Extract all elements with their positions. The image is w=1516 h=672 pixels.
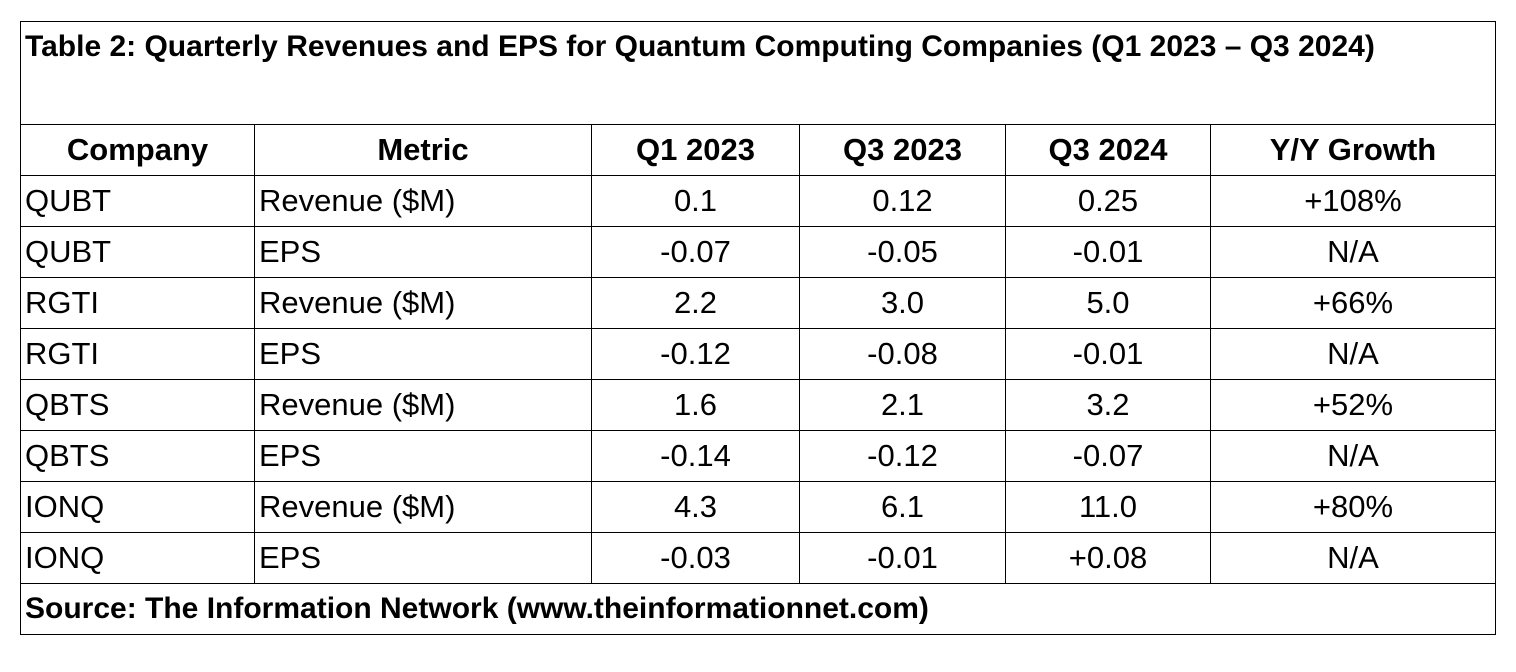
q3-2023-cell: -0.01 (799, 532, 1006, 584)
table-row: RGTI EPS -0.12 -0.08 -0.01 N/A (20, 328, 1496, 380)
metric-cell: Revenue ($M) (254, 175, 592, 227)
yy-growth-cell: N/A (1210, 430, 1496, 482)
q3-2024-cell: -0.01 (1005, 226, 1211, 278)
q3-2023-cell: -0.05 (799, 226, 1006, 278)
q1-2023-cell: 1.6 (591, 379, 800, 431)
q1-2023-cell: -0.12 (591, 328, 800, 380)
company-cell: QBTS (20, 379, 255, 431)
metric-cell: EPS (254, 328, 592, 380)
column-header-metric: Metric (254, 124, 592, 176)
metric-cell: Revenue ($M) (254, 277, 592, 329)
yy-growth-cell: +66% (1210, 277, 1496, 329)
yy-growth-cell: +52% (1210, 379, 1496, 431)
yy-growth-cell: N/A (1210, 226, 1496, 278)
q1-2023-cell: -0.03 (591, 532, 800, 584)
table-row: IONQ EPS -0.03 -0.01 +0.08 N/A (20, 532, 1496, 584)
q3-2024-cell: 0.25 (1005, 175, 1211, 227)
company-cell: RGTI (20, 277, 255, 329)
q3-2023-cell: 3.0 (799, 277, 1006, 329)
company-cell: QBTS (20, 430, 255, 482)
yy-growth-cell: N/A (1210, 532, 1496, 584)
company-cell: IONQ (20, 532, 255, 584)
yy-growth-cell: +108% (1210, 175, 1496, 227)
q1-2023-cell: 0.1 (591, 175, 800, 227)
q3-2023-cell: 2.1 (799, 379, 1006, 431)
q3-2024-cell: -0.07 (1005, 430, 1211, 482)
data-table: Table 2: Quarterly Revenues and EPS for … (20, 21, 1496, 635)
metric-cell: Revenue ($M) (254, 481, 592, 533)
table-row: RGTI Revenue ($M) 2.2 3.0 5.0 +66% (20, 277, 1496, 329)
column-header-q3-2024: Q3 2024 (1005, 124, 1211, 176)
q3-2023-cell: -0.12 (799, 430, 1006, 482)
column-header-q1-2023: Q1 2023 (591, 124, 800, 176)
q3-2024-cell: 11.0 (1005, 481, 1211, 533)
q3-2024-cell: -0.01 (1005, 328, 1211, 380)
caption-row: Table 2: Quarterly Revenues and EPS for … (20, 21, 1496, 125)
column-header-q3-2023: Q3 2023 (799, 124, 1006, 176)
table-caption: Table 2: Quarterly Revenues and EPS for … (20, 21, 1496, 125)
metric-cell: EPS (254, 430, 592, 482)
q1-2023-cell: -0.14 (591, 430, 800, 482)
q3-2024-cell: +0.08 (1005, 532, 1211, 584)
metric-cell: EPS (254, 226, 592, 278)
table-row: QBTS Revenue ($M) 1.6 2.1 3.2 +52% (20, 379, 1496, 431)
q3-2024-cell: 5.0 (1005, 277, 1211, 329)
metric-cell: EPS (254, 532, 592, 584)
source-note: Source: The Information Network (www.the… (20, 583, 1496, 635)
company-cell: RGTI (20, 328, 255, 380)
q3-2023-cell: 6.1 (799, 481, 1006, 533)
source-row: Source: The Information Network (www.the… (20, 583, 1496, 635)
table-row: QBTS EPS -0.14 -0.12 -0.07 N/A (20, 430, 1496, 482)
q3-2023-cell: 0.12 (799, 175, 1006, 227)
company-cell: IONQ (20, 481, 255, 533)
yy-growth-cell: +80% (1210, 481, 1496, 533)
table-row: IONQ Revenue ($M) 4.3 6.1 11.0 +80% (20, 481, 1496, 533)
table-row: QUBT Revenue ($M) 0.1 0.12 0.25 +108% (20, 175, 1496, 227)
q1-2023-cell: 2.2 (591, 277, 800, 329)
quarterly-revenue-eps-table: Table 2: Quarterly Revenues and EPS for … (20, 21, 1496, 635)
column-header-yy-growth: Y/Y Growth (1210, 124, 1496, 176)
yy-growth-cell: N/A (1210, 328, 1496, 380)
header-row: Company Metric Q1 2023 Q3 2023 Q3 2024 Y… (20, 124, 1496, 176)
q3-2024-cell: 3.2 (1005, 379, 1211, 431)
metric-cell: Revenue ($M) (254, 379, 592, 431)
table-row: QUBT EPS -0.07 -0.05 -0.01 N/A (20, 226, 1496, 278)
column-header-company: Company (20, 124, 255, 176)
company-cell: QUBT (20, 226, 255, 278)
company-cell: QUBT (20, 175, 255, 227)
q3-2023-cell: -0.08 (799, 328, 1006, 380)
q1-2023-cell: -0.07 (591, 226, 800, 278)
q1-2023-cell: 4.3 (591, 481, 800, 533)
